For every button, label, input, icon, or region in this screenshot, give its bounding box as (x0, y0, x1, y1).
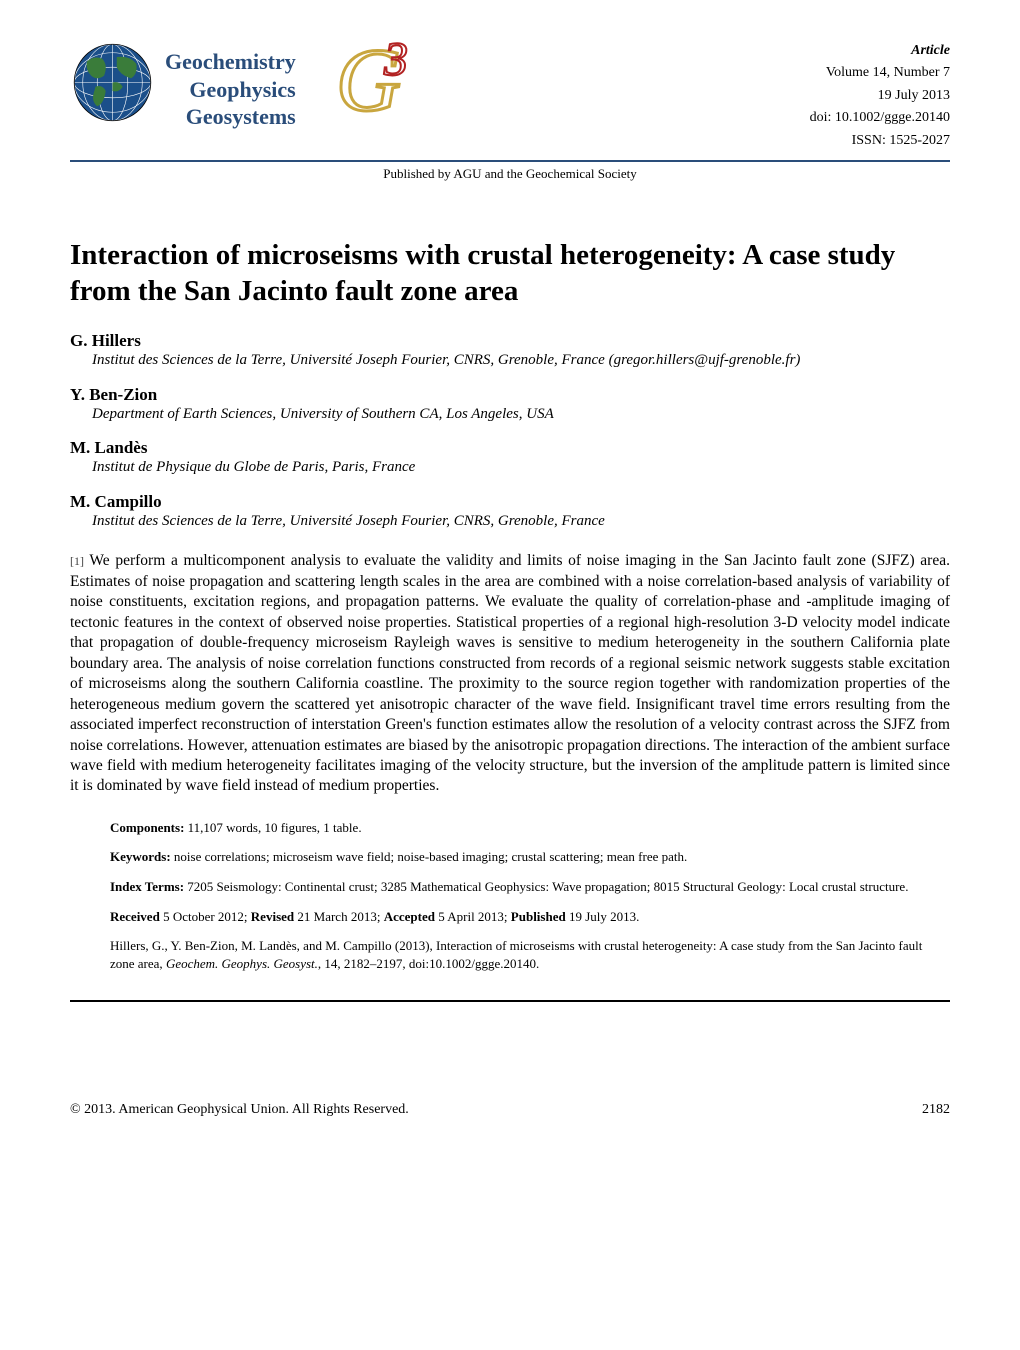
revised-label: Revised (251, 909, 294, 924)
citation-journal: Geochem. Geophys. Geosyst. (166, 956, 318, 971)
author-block-0: G. Hillers Institut des Sciences de la T… (70, 331, 950, 371)
author-affiliation-1: Department of Earth Sciences, University… (92, 405, 950, 425)
author-affiliation-3: Institut des Sciences de la Terre, Unive… (92, 512, 950, 532)
author-name-3: M. Campillo (70, 492, 950, 512)
journal-name: Geochemistry Geophysics Geosystems (165, 48, 296, 131)
svg-text:3: 3 (383, 35, 408, 86)
abstract-text: We perform a multicomponent analysis to … (70, 552, 950, 794)
journal-line2: Geophysics (165, 76, 296, 104)
article-title: Interaction of microseisms with crustal … (70, 237, 950, 310)
metadata-section: Components: 11,107 words, 10 figures, 1 … (110, 819, 930, 972)
para-marker: [1] (70, 554, 84, 568)
header-divider (70, 160, 950, 162)
g3-logo-icon: G 3 (318, 35, 428, 130)
citation-rest: , 14, 2182–2197, doi:10.1002/ggge.20140. (318, 956, 539, 971)
index-terms-label: Index Terms: (110, 879, 184, 894)
author-affiliation-2: Institut de Physique du Globe de Paris, … (92, 458, 950, 478)
journal-line1: Geochemistry (165, 48, 296, 76)
keywords-line: Keywords: noise correlations; microseism… (110, 848, 930, 866)
published-by: Published by AGU and the Geochemical Soc… (70, 166, 950, 182)
issn: ISSN: 1525-2027 (810, 130, 950, 152)
author-affiliation-0: Institut des Sciences de la Terre, Unive… (92, 351, 950, 371)
author-name-1: Y. Ben-Zion (70, 385, 950, 405)
page-number: 2182 (922, 1102, 950, 1118)
accepted-label: Accepted (384, 909, 435, 924)
citation-line: Hillers, G., Y. Ben-Zion, M. Landès, and… (110, 937, 930, 972)
globe-logo-icon (70, 40, 155, 125)
received-date: 5 October 2012; (163, 909, 247, 924)
publication-date: 19 July 2013 (810, 85, 950, 107)
logo-area: Geochemistry Geophysics Geosystems G 3 (70, 40, 428, 131)
header-row: Geochemistry Geophysics Geosystems G 3 A… (70, 40, 950, 152)
components-line: Components: 11,107 words, 10 figures, 1 … (110, 819, 930, 837)
received-label: Received (110, 909, 160, 924)
author-name-0: G. Hillers (70, 331, 950, 351)
author-block-2: M. Landès Institut de Physique du Globe … (70, 438, 950, 478)
published-date: 19 July 2013. (569, 909, 639, 924)
published-label: Published (511, 909, 566, 924)
header-meta: Article Volume 14, Number 7 19 July 2013… (810, 40, 950, 152)
volume-number: Volume 14, Number 7 (810, 62, 950, 84)
author-block-3: M. Campillo Institut des Sciences de la … (70, 492, 950, 532)
keywords-label: Keywords: (110, 849, 171, 864)
article-type: Article (810, 40, 950, 62)
accepted-date: 5 April 2013; (438, 909, 507, 924)
history-line: Received 5 October 2012; Revised 21 Marc… (110, 908, 930, 926)
author-block-1: Y. Ben-Zion Department of Earth Sciences… (70, 385, 950, 425)
keywords-text: noise correlations; microseism wave fiel… (174, 849, 687, 864)
author-name-2: M. Landès (70, 438, 950, 458)
components-text: 11,107 words, 10 figures, 1 table. (188, 820, 362, 835)
bottom-divider (70, 1000, 950, 1002)
index-terms-text: 7205 Seismology: Continental crust; 3285… (187, 879, 908, 894)
abstract: [1] We perform a multicomponent analysis… (70, 551, 950, 796)
copyright: © 2013. American Geophysical Union. All … (70, 1102, 409, 1118)
doi: doi: 10.1002/ggge.20140 (810, 107, 950, 129)
components-label: Components: (110, 820, 184, 835)
index-terms-line: Index Terms: 7205 Seismology: Continenta… (110, 878, 930, 896)
footer: © 2013. American Geophysical Union. All … (70, 1102, 950, 1118)
journal-line3: Geosystems (165, 103, 296, 131)
revised-date: 21 March 2013; (297, 909, 380, 924)
